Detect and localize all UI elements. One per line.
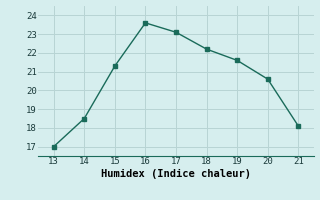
X-axis label: Humidex (Indice chaleur): Humidex (Indice chaleur) (101, 169, 251, 179)
